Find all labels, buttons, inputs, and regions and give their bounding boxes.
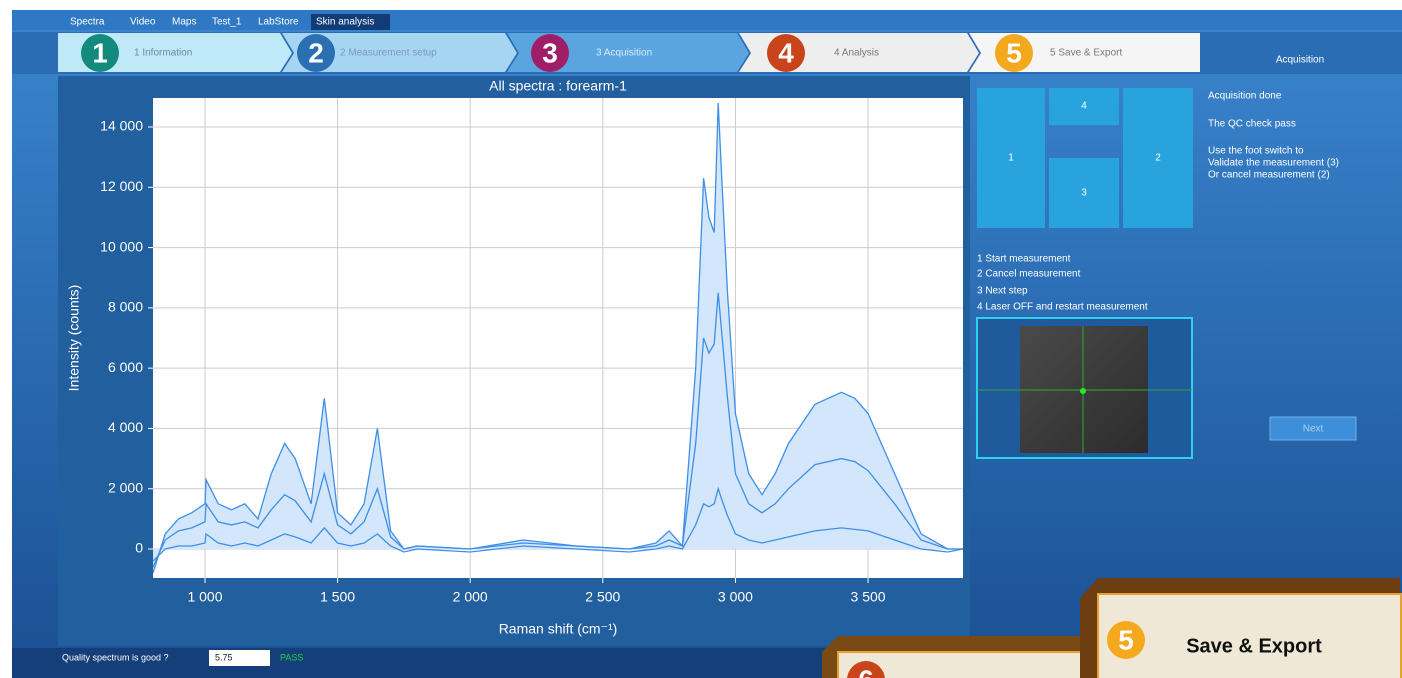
chart-title: All spectra : forearm-1 [489, 78, 627, 94]
button-label: 1 [1008, 153, 1014, 164]
x-tick-label: 1 000 [187, 589, 222, 605]
step-badge-number: 5 [1006, 37, 1022, 68]
button-label: 2 [1155, 153, 1161, 164]
status-text: Or cancel measurement (2) [1208, 170, 1330, 181]
status-text: The QC check pass [1208, 119, 1296, 130]
step-label: 4 Analysis [834, 48, 879, 59]
y-tick-label: 6 000 [108, 359, 143, 375]
quality-result: PASS [280, 652, 303, 662]
y-tick-label: 4 000 [108, 419, 143, 435]
card-badge-number: 6 [858, 664, 874, 678]
menu-item[interactable]: Skin analysis [316, 17, 374, 28]
x-tick-label: 3 500 [851, 589, 886, 605]
x-axis-label: Raman shift (cm⁻¹) [499, 621, 618, 637]
x-tick-label: 2 500 [585, 589, 620, 605]
menu-item[interactable]: Test_1 [212, 17, 242, 28]
status-text: Acquisition done [1208, 91, 1282, 102]
card-label: Save & Export [1186, 635, 1322, 657]
step-badge-number: 4 [778, 37, 794, 68]
instruction: 3 Next step [977, 286, 1028, 297]
x-tick-label: 2 000 [453, 589, 488, 605]
y-axis-label: Intensity (counts) [66, 285, 82, 392]
status-text: Use the foot switch to [1208, 146, 1304, 157]
x-tick-label: 1 500 [320, 589, 355, 605]
app-window: Spectra Video Maps Test_1 LabStore Skin … [0, 0, 1402, 678]
y-tick-label: 14 000 [100, 118, 143, 134]
step-badge-number: 1 [92, 37, 108, 68]
target-dot [1080, 388, 1086, 394]
instruction: 2 Cancel measurement [977, 269, 1081, 280]
y-tick-label: 2 000 [108, 479, 143, 495]
menu-item[interactable]: Spectra [70, 17, 105, 28]
card-badge-number: 5 [1118, 624, 1134, 655]
menu-item[interactable]: Maps [172, 17, 196, 28]
quality-question: Quality spectrum is good ? [62, 652, 169, 662]
instruction: 4 Laser OFF and restart measurement [977, 302, 1148, 313]
step-badge-number: 2 [308, 37, 324, 68]
step-label: 2 Measurement setup [340, 48, 437, 59]
y-tick-label: 10 000 [100, 238, 143, 254]
menu-item[interactable]: Video [130, 17, 156, 28]
score-value: 5.75 [215, 652, 233, 662]
step-label: 3 Acquisition [596, 48, 652, 59]
button-label: 4 [1081, 101, 1087, 112]
button-label: 3 [1081, 188, 1087, 199]
panel-title: Acquisition [1276, 55, 1324, 66]
y-tick-label: 0 [135, 540, 143, 556]
x-tick-label: 3 000 [718, 589, 753, 605]
y-tick-label: 12 000 [100, 178, 143, 194]
next-button-label[interactable]: Next [1303, 424, 1324, 435]
y-tick-label: 8 000 [108, 299, 143, 315]
menu-item[interactable]: LabStore [258, 17, 299, 28]
instruction: 1 Start measurement [977, 254, 1071, 265]
step-label: 1 Information [134, 48, 192, 59]
step-badge-number: 3 [542, 37, 558, 68]
step-label: 5 Save & Export [1050, 48, 1122, 59]
status-text: Validate the measurement (3) [1208, 158, 1339, 169]
